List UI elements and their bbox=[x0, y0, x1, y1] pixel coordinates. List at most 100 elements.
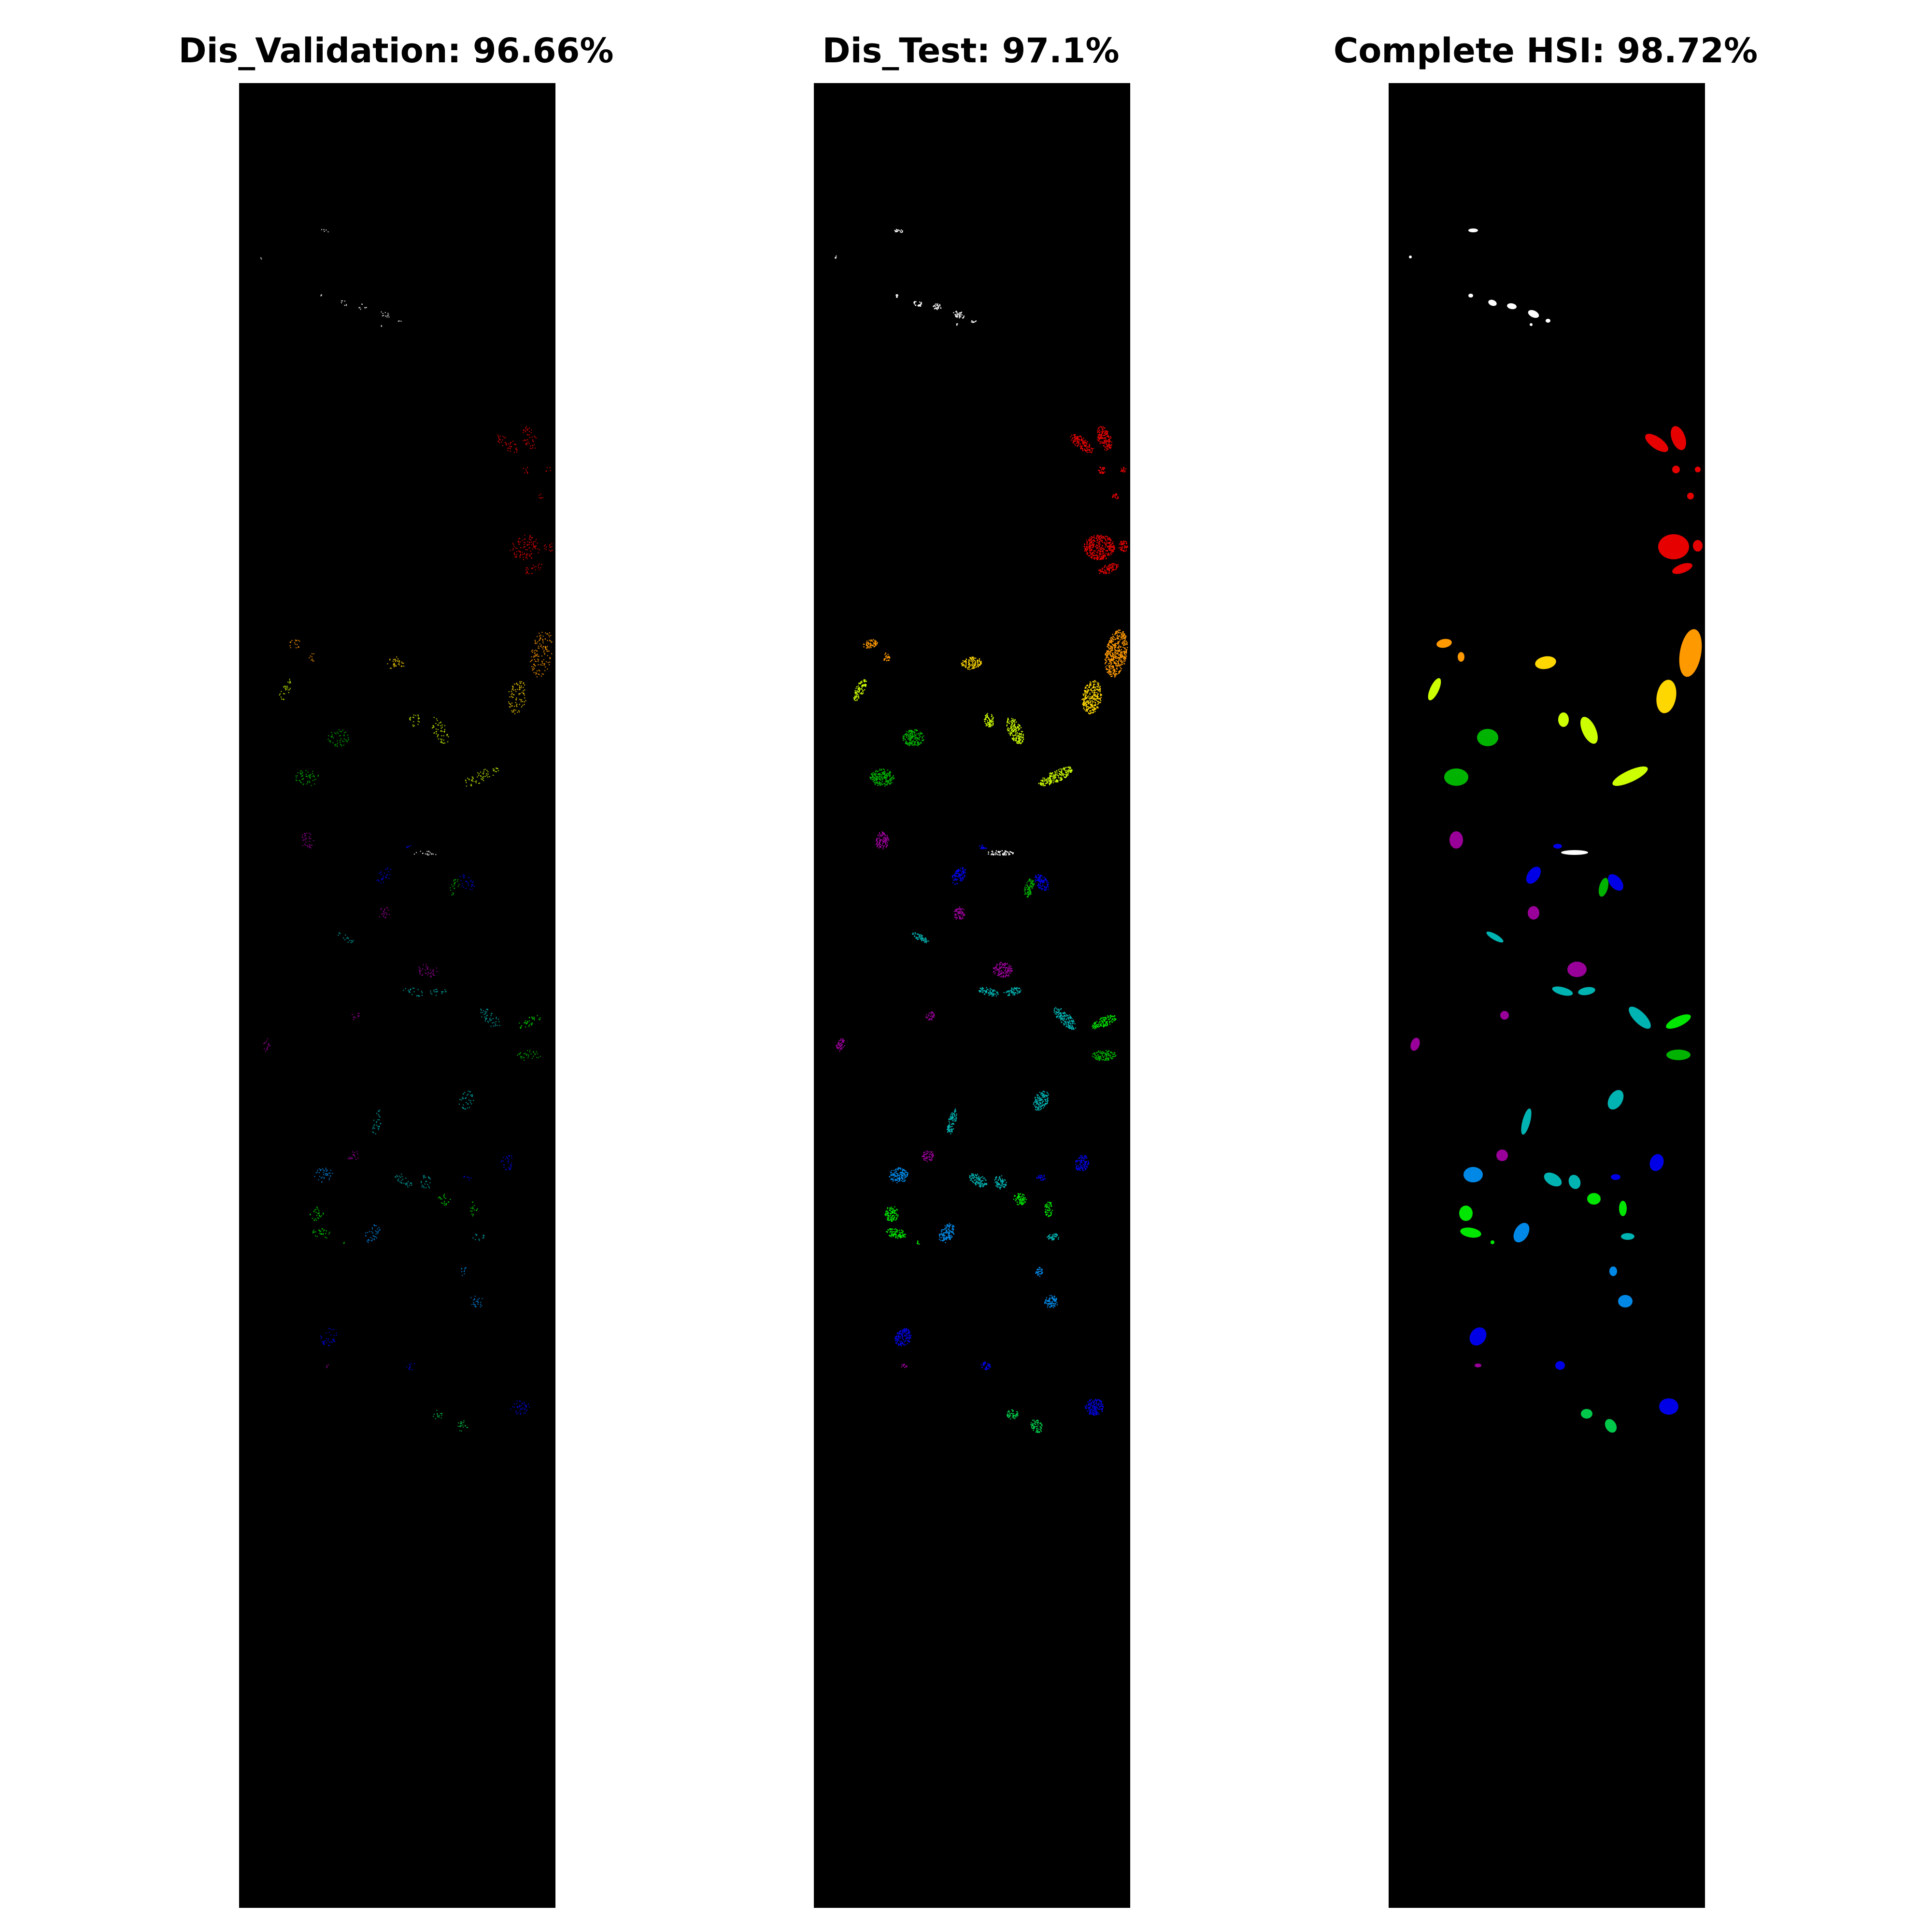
class-region bbox=[952, 311, 965, 319]
class-region bbox=[260, 257, 262, 260]
class-region bbox=[1578, 987, 1595, 995]
class-region bbox=[988, 850, 1014, 856]
class-region bbox=[1111, 493, 1119, 499]
class-region bbox=[1666, 1014, 1691, 1029]
class-region bbox=[510, 535, 540, 560]
class-region bbox=[1528, 310, 1539, 318]
class-region bbox=[1006, 717, 1024, 745]
panel-title-dis-test: Dis_Test: 97.1% bbox=[822, 31, 1120, 71]
class-region bbox=[1104, 629, 1128, 678]
class-region bbox=[1672, 466, 1680, 473]
class-region bbox=[1555, 1361, 1565, 1370]
class-region bbox=[1023, 878, 1035, 898]
class-region bbox=[302, 833, 314, 849]
class-region bbox=[1535, 656, 1556, 669]
class-region bbox=[1568, 1175, 1581, 1189]
class-region bbox=[954, 907, 966, 920]
class-region bbox=[517, 1050, 541, 1061]
class-region bbox=[438, 1193, 451, 1206]
class-region bbox=[365, 1224, 381, 1243]
class-region bbox=[1608, 874, 1623, 891]
class-region bbox=[418, 964, 438, 978]
class-region bbox=[1526, 867, 1541, 884]
class-region bbox=[1656, 680, 1676, 713]
class-region bbox=[1033, 1090, 1050, 1111]
class-region bbox=[1469, 1327, 1487, 1346]
class-region bbox=[993, 962, 1013, 978]
class-region bbox=[1118, 540, 1128, 552]
class-region bbox=[979, 844, 987, 850]
class-region bbox=[883, 653, 891, 662]
class-region bbox=[835, 1038, 845, 1052]
class-region bbox=[1084, 1398, 1104, 1416]
class-region bbox=[508, 681, 526, 714]
class-region bbox=[518, 1015, 541, 1029]
class-region bbox=[1693, 540, 1703, 552]
class-region bbox=[863, 639, 879, 649]
map-svg-dis-validation bbox=[260, 229, 553, 1432]
class-region bbox=[1513, 1222, 1530, 1243]
class-region bbox=[472, 1234, 484, 1241]
class-region bbox=[1013, 1193, 1027, 1206]
class-region bbox=[946, 1108, 957, 1135]
map-svg-complete-hsi bbox=[1409, 228, 1703, 1433]
class-region bbox=[320, 294, 322, 297]
class-region bbox=[994, 1175, 1007, 1190]
class-region bbox=[1459, 1206, 1473, 1221]
class-region bbox=[1047, 1233, 1059, 1241]
class-region bbox=[394, 1173, 412, 1188]
class-region bbox=[1070, 434, 1094, 454]
class-region bbox=[884, 1206, 899, 1222]
class-region bbox=[544, 543, 553, 552]
class-region bbox=[913, 300, 923, 307]
class-region bbox=[314, 1167, 333, 1183]
class-region bbox=[1618, 1295, 1633, 1307]
class-region bbox=[380, 311, 390, 318]
class-region bbox=[1500, 1011, 1509, 1020]
class-region bbox=[1561, 850, 1588, 855]
class-region bbox=[358, 303, 367, 310]
class-region bbox=[961, 656, 982, 670]
class-region bbox=[1649, 1154, 1664, 1171]
class-region bbox=[1428, 678, 1441, 700]
class-region bbox=[312, 1228, 330, 1239]
class-region bbox=[310, 1207, 324, 1221]
class-region bbox=[1587, 1193, 1601, 1205]
class-region bbox=[1528, 906, 1539, 920]
class-region bbox=[457, 1420, 469, 1432]
class-region bbox=[1468, 294, 1473, 298]
class-region bbox=[925, 1011, 935, 1021]
class-region bbox=[449, 879, 460, 896]
class-region bbox=[1687, 493, 1694, 499]
class-region bbox=[406, 845, 412, 848]
class-region bbox=[500, 1154, 513, 1171]
class-region bbox=[1075, 1155, 1090, 1172]
class-region bbox=[885, 1228, 906, 1239]
class-region bbox=[980, 1361, 991, 1370]
class-region bbox=[461, 1267, 467, 1276]
map-svg-dis-test bbox=[835, 228, 1128, 1434]
class-region bbox=[403, 987, 423, 997]
class-region bbox=[1458, 652, 1464, 662]
class-region bbox=[459, 874, 475, 891]
class-region bbox=[889, 1167, 909, 1183]
class-region bbox=[398, 320, 402, 322]
classification-map-dis-test bbox=[814, 83, 1130, 1908]
class-region bbox=[922, 1151, 934, 1162]
class-region bbox=[1695, 467, 1701, 472]
class-region bbox=[1034, 874, 1049, 892]
class-region bbox=[1007, 1409, 1019, 1420]
class-region bbox=[327, 729, 349, 747]
class-region bbox=[1546, 319, 1550, 323]
class-region bbox=[1671, 426, 1686, 450]
class-region bbox=[978, 987, 999, 997]
class-region bbox=[338, 932, 354, 944]
class-region bbox=[372, 1109, 382, 1135]
class-region bbox=[1097, 467, 1106, 474]
class-region bbox=[279, 678, 292, 700]
class-region bbox=[1409, 256, 1412, 258]
class-region bbox=[1098, 563, 1119, 574]
class-region bbox=[1036, 1175, 1046, 1181]
class-region bbox=[835, 256, 837, 259]
class-region bbox=[430, 988, 447, 996]
